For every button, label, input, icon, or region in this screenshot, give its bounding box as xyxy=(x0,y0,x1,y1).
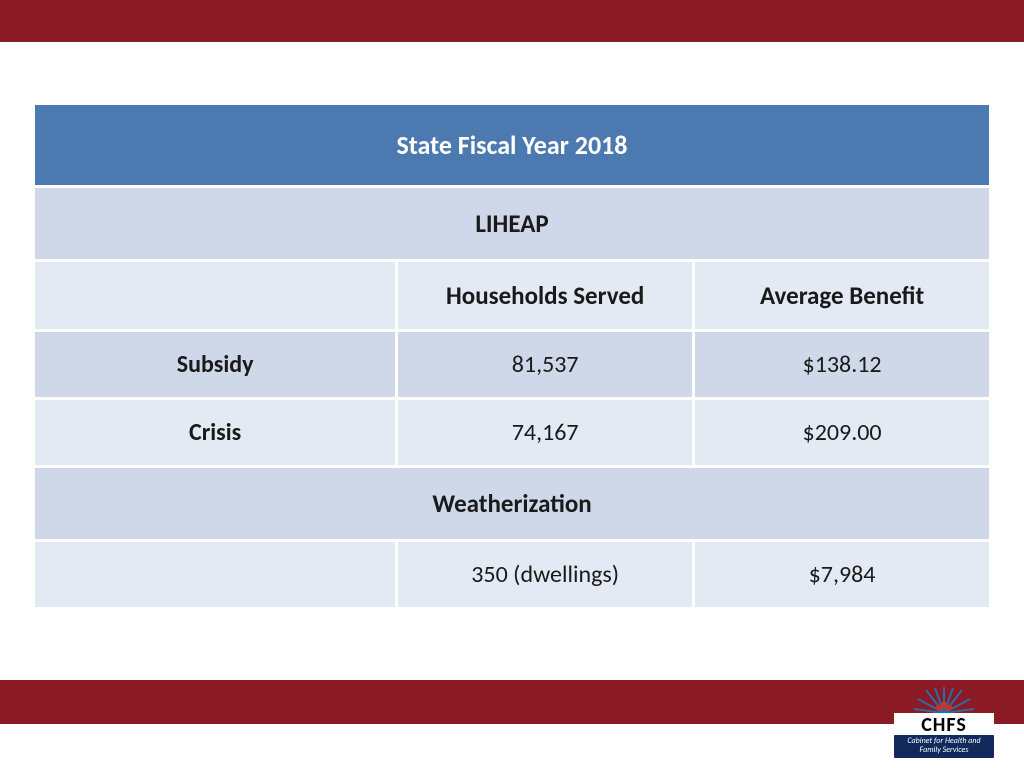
content-area: State Fiscal Year 2018 LIHEAP Households… xyxy=(0,42,1024,610)
cell-benefit: $209.00 xyxy=(695,400,989,465)
logo-acronym: CHFS xyxy=(894,713,994,735)
col-header-benefit: Average Benefit xyxy=(695,262,989,329)
col-header-households: Households Served xyxy=(398,262,692,329)
cell-households: 74,167 xyxy=(398,400,692,465)
col-header-blank xyxy=(35,262,395,329)
cell-benefit: $138.12 xyxy=(695,332,989,397)
cell-benefit: $7,984 xyxy=(695,542,989,607)
sunrise-icon xyxy=(914,683,974,713)
row-label: Crisis xyxy=(35,400,395,465)
row-label: Subsidy xyxy=(35,332,395,397)
top-brand-bar xyxy=(0,0,1024,42)
chfs-logo: CHFS Cabinet for Health and Family Servi… xyxy=(894,683,994,758)
cell-dwellings: 350 (dwellings) xyxy=(398,542,692,607)
table-title: State Fiscal Year 2018 xyxy=(35,105,989,185)
section-liheap: LIHEAP xyxy=(35,188,989,259)
cell-households: 81,537 xyxy=(398,332,692,397)
bottom-brand-bar xyxy=(0,680,1024,724)
row-label xyxy=(35,542,395,607)
logo-full-name: Cabinet for Health and Family Services xyxy=(894,735,994,758)
section-weatherization: Weatherization xyxy=(35,468,989,539)
fiscal-table: State Fiscal Year 2018 LIHEAP Households… xyxy=(32,102,992,610)
